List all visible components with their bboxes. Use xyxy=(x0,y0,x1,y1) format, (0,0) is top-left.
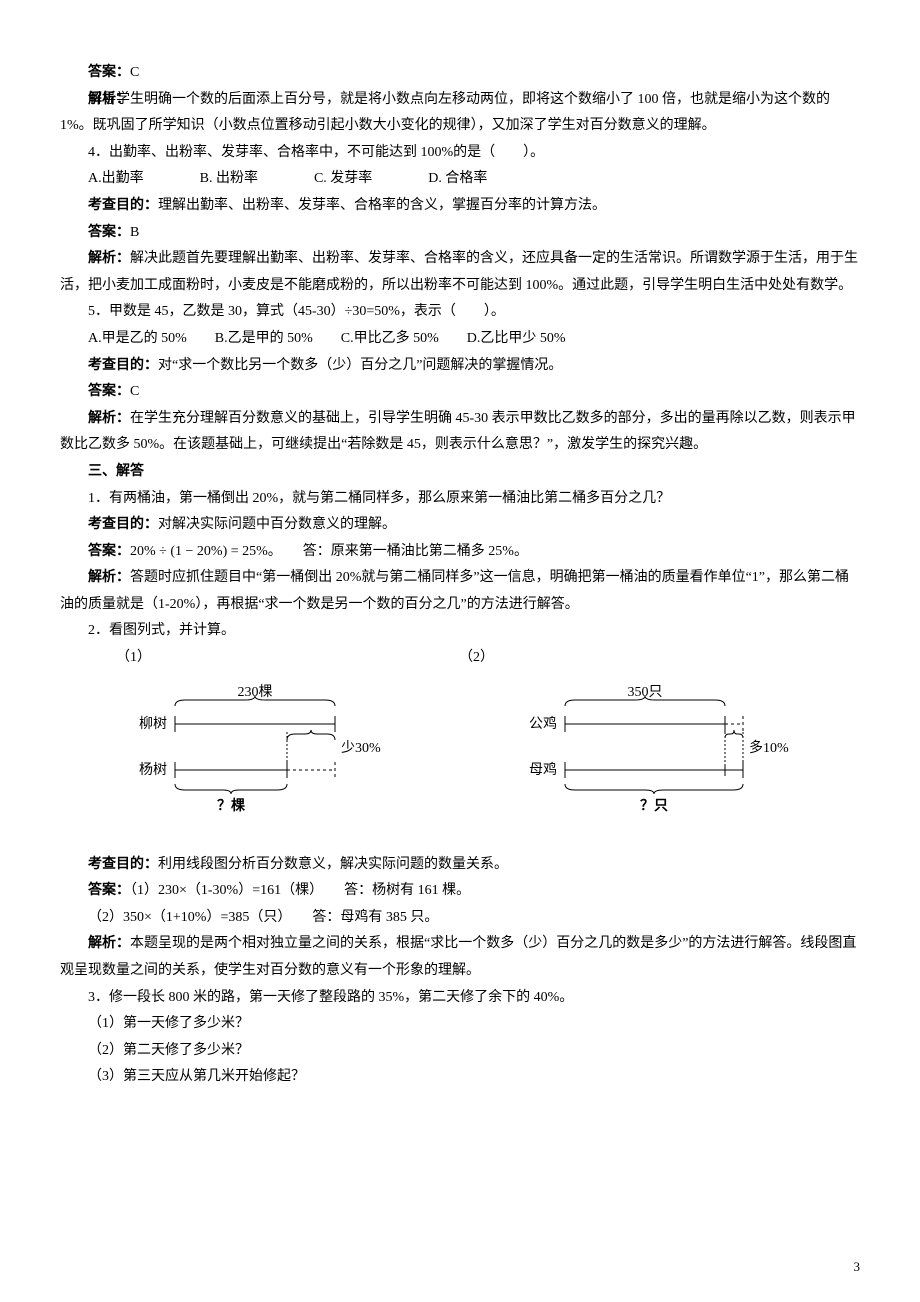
q4-stem: 4．出勤率、出粉率、发芽率、合格率中，不可能达到 100%的是（ ）。 xyxy=(60,140,860,167)
answer-label: 答案： xyxy=(88,883,130,898)
p3-q2: （2）第二天修了多少米？ xyxy=(60,1038,860,1065)
p1-goal: 对解决实际问题中百分数意义的理解。 xyxy=(158,517,396,532)
d2-row1-label: 公鸡 xyxy=(529,715,557,732)
answer-label: 答案： xyxy=(88,544,130,559)
d1-row2-label: 杨树 xyxy=(139,762,167,778)
d2-bottom-label: ？只 xyxy=(640,798,668,814)
q3-analysis-body: 引导学生明确一个数的后面添上百分号，就是将小数点向左移动两位，即将这个数缩小了 … xyxy=(60,87,860,140)
diagram-2: 350只 公鸡 母鸡 多10% ？只 xyxy=(515,682,795,832)
q5-stem: 5．甲数是 45，乙数是 30，算式（45-30）÷30=50%，表示（ ）。 xyxy=(60,299,860,326)
p1-formula: 20% ÷ (1 − 20%) = 25% xyxy=(130,544,268,559)
p1-stem: 1．有两桶油，第一桶倒出 20%，就与第二桶同样多，那么原来第一桶油比第二桶多百… xyxy=(60,486,860,513)
analysis-label: 解析： xyxy=(88,251,130,266)
p3-q1: （1）第一天修了多少米？ xyxy=(60,1011,860,1038)
q5-answer: C xyxy=(130,384,139,399)
p3-q3: （3）第三天应从第几米开始修起？ xyxy=(60,1064,860,1091)
answer-label: 答案： xyxy=(88,65,130,80)
answer-label: 答案： xyxy=(88,384,130,399)
p3-stem: 3．修一段长 800 米的路，第一天修了整段路的 35%，第二天修了余下的 40… xyxy=(60,985,860,1012)
p2-answer1: （1）230×（1-30%）=161（棵） 答：杨树有 161 棵。 xyxy=(130,883,470,898)
d1-bottom-label: ？棵 xyxy=(217,797,245,814)
p2-answer2: （2）350×（1+10%）=385（只） 答：母鸡有 385 只。 xyxy=(60,905,860,932)
analysis-label: 解析： xyxy=(88,411,130,426)
section3-title: 三、解答 xyxy=(60,459,860,486)
page-number: 3 xyxy=(854,1255,861,1280)
goal-label: 考查目的： xyxy=(88,857,158,872)
p1-analysis: 答题时应抓住题目中“第一桶倒出 20%就与第二桶同样多”这一信息，明确把第一桶油… xyxy=(60,570,849,612)
d1-diff-label: 少30% xyxy=(341,740,381,756)
diagrams-row: 230棵 柳树 杨树 少30% ？棵 350只 xyxy=(60,682,860,832)
analysis-label: 解析： xyxy=(88,570,130,585)
analysis-label: 解析： xyxy=(88,936,130,951)
p2-analysis: 本题呈现的是两个相对独立量之间的关系，根据“求比一个数多（少）百分之几的数是多少… xyxy=(60,936,856,978)
q5-options: A.甲是乙的 50% B.乙是甲的 50% C.甲比乙多 50% D.乙比甲少 … xyxy=(60,326,860,353)
goal-label: 考查目的： xyxy=(88,358,158,373)
diagram-1: 230棵 柳树 杨树 少30% ？棵 xyxy=(125,682,385,832)
answer-text: C xyxy=(130,65,139,80)
p2-goal: 利用线段图分析百分数意义，解决实际问题的数量关系。 xyxy=(158,857,508,872)
d2-diff-label: 多10% xyxy=(749,739,789,756)
d2-row2-label: 母鸡 xyxy=(529,761,557,778)
p2-sub2: （2） xyxy=(459,645,494,672)
d1-row1-label: 柳树 xyxy=(139,715,167,732)
goal-label: 考查目的： xyxy=(88,198,158,213)
q5-analysis: 在学生充分理解百分数意义的基础上，引导学生明确 45-30 表示甲数比乙数多的部… xyxy=(60,411,856,453)
q5-goal: 对“求一个数比另一个数多（少）百分之几”问题解决的掌握情况。 xyxy=(158,358,562,373)
q4-answer: B xyxy=(130,225,139,240)
p1-answer-tail: 。 答：原来第一桶油比第二桶多 25%。 xyxy=(268,544,528,559)
answer-label: 答案： xyxy=(88,225,130,240)
p2-sub1: （1） xyxy=(116,645,151,672)
q4-options: A.出勤率 B. 出粉率 C. 发芽率 D. 合格率 xyxy=(60,166,860,193)
q4-goal: 理解出勤率、出粉率、发芽率、合格率的含义，掌握百分率的计算方法。 xyxy=(158,198,606,213)
goal-label: 考查目的： xyxy=(88,517,158,532)
q4-analysis: 解决此题首先要理解出勤率、出粉率、发芽率、合格率的含义，还应具备一定的生活常识。… xyxy=(60,251,858,293)
p2-stem: 2．看图列式，并计算。 xyxy=(60,618,860,645)
